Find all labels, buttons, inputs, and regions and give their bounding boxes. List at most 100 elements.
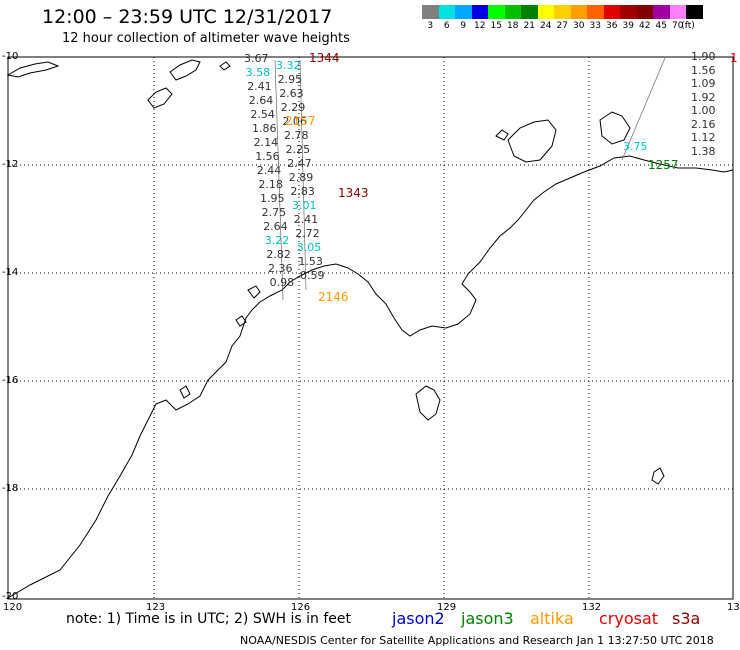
- swh-value: 2.47: [287, 157, 312, 170]
- scale-swatch: [636, 5, 653, 19]
- scale-label: 6: [443, 21, 450, 31]
- scale-swatch: [603, 5, 620, 19]
- map-subtitle: 12 hour collection of altimeter wave hei…: [62, 31, 350, 46]
- swh-value: 2.18: [258, 178, 283, 191]
- scale-label: 18: [507, 21, 519, 31]
- scale-swatch: [653, 5, 670, 19]
- scale-label: 9: [460, 21, 467, 31]
- swh-value: 3.01: [292, 199, 317, 212]
- map-frame: [7, 56, 734, 600]
- swh-value: 1.53: [298, 255, 323, 268]
- pass-label: 1257: [648, 158, 679, 172]
- swh-value: 2.95: [277, 73, 303, 86]
- lat-label: -18: [2, 483, 19, 494]
- swh-value: 0.98: [269, 276, 295, 289]
- scale-swatch: [488, 5, 505, 19]
- scale-label: 30: [573, 21, 585, 31]
- swh-value: 1.95: [260, 192, 285, 205]
- pass-label: 1344: [309, 51, 340, 65]
- swh-value: 2.41: [247, 80, 272, 93]
- scale-label: 21: [523, 21, 535, 31]
- swh-value: 3.75: [623, 140, 648, 153]
- scale-swatch: [438, 5, 455, 19]
- legend-jason2: jason2: [392, 609, 445, 628]
- scale-swatch: [471, 5, 488, 19]
- scale-label: 33: [589, 21, 601, 31]
- lon-label: 132: [582, 602, 602, 613]
- pass-label: 1343: [338, 186, 369, 200]
- swh-value: 0.59: [300, 269, 325, 282]
- lat-label: -14: [2, 267, 19, 278]
- lon-label: 129: [437, 602, 457, 613]
- legend-altika: altika: [530, 609, 574, 628]
- scale-label: 70: [672, 21, 684, 31]
- swh-value: 1.38: [691, 144, 716, 158]
- lat-label: -12: [2, 159, 19, 170]
- swh-value: 2.16: [691, 117, 716, 131]
- swh-value: 2.89: [288, 171, 314, 184]
- swh-value: 2.72: [295, 227, 320, 240]
- legend-cryosat: cryosat: [599, 609, 659, 628]
- pass-label: 2146: [318, 290, 349, 304]
- swh-value: 2.41: [293, 213, 319, 226]
- swh-value: 2.44: [256, 164, 282, 177]
- swh-value: 3.05: [296, 241, 322, 254]
- scale-label: 45: [655, 21, 667, 31]
- scale-swatch: [686, 5, 703, 19]
- scale-label: 24: [540, 21, 552, 31]
- footnote: note: 1) Time is in UTC; 2) SWH is in fe…: [66, 611, 352, 627]
- scale-swatch: [554, 5, 571, 19]
- scale-label: (ft): [681, 21, 695, 31]
- scale-label: 15: [490, 21, 502, 31]
- lat-label: -20: [2, 591, 19, 602]
- credit-line: NOAA/NESDIS Center for Satellite Applica…: [240, 634, 714, 647]
- swh-value: 2.64: [248, 94, 274, 107]
- swh-value: 1.12: [691, 131, 716, 144]
- legend-s3a: s3a: [672, 609, 701, 628]
- swh-value: 2.29: [280, 101, 306, 114]
- swh-value: 2.25: [285, 143, 311, 156]
- scale-swatch: [521, 5, 538, 19]
- lon-label: 123: [146, 602, 166, 613]
- swh-value: 2.63: [279, 87, 304, 100]
- scale-label: 3: [427, 21, 434, 31]
- swh-value: 3.22: [264, 234, 290, 247]
- scale-label: 39: [622, 21, 634, 31]
- lon-label: 126: [291, 602, 311, 613]
- swh-value: 1.00: [691, 104, 716, 117]
- swh-value: 2.36: [268, 262, 293, 275]
- swh-value: 3.32: [276, 59, 301, 72]
- swh-value: 1.92: [691, 90, 716, 104]
- scale-swatch: [587, 5, 604, 19]
- scale-label: 36: [606, 21, 618, 31]
- pass-label: 1: [730, 51, 738, 65]
- pass-label: 2157: [285, 114, 316, 128]
- scale-label: 27: [556, 21, 568, 31]
- scale-swatch: [422, 5, 439, 19]
- swh-value: 2.78: [284, 129, 309, 142]
- scale-swatch: [669, 5, 686, 19]
- scale-label: 12: [474, 21, 486, 31]
- altimeter-tracks: [274, 57, 666, 301]
- swh-value: 3.67: [244, 52, 269, 65]
- swh-value: 1.90: [691, 50, 716, 63]
- swh-value: 1.09: [691, 77, 716, 90]
- swh-value: 2.14: [253, 136, 279, 149]
- lon-label: 120: [3, 602, 23, 613]
- swh-value: 2.82: [266, 248, 291, 261]
- graticule: [8, 57, 733, 599]
- swh-value: 2.06: [282, 115, 307, 128]
- swh-value: 2.54: [250, 108, 275, 121]
- scale-swatch: [455, 5, 472, 19]
- scale-label: 42: [639, 21, 651, 31]
- scale-swatch: [504, 5, 521, 19]
- scale-swatch: [537, 5, 554, 19]
- map-title: 12:00 – 23:59 UTC 12/31/2017: [42, 6, 333, 28]
- swh-value: 1.86: [252, 122, 277, 135]
- legend-jason3: jason3: [461, 609, 514, 628]
- lat-label: -16: [2, 375, 19, 386]
- coastline: [6, 59, 734, 599]
- swh-value: 1.56: [255, 150, 280, 163]
- scale-swatch: [620, 5, 637, 19]
